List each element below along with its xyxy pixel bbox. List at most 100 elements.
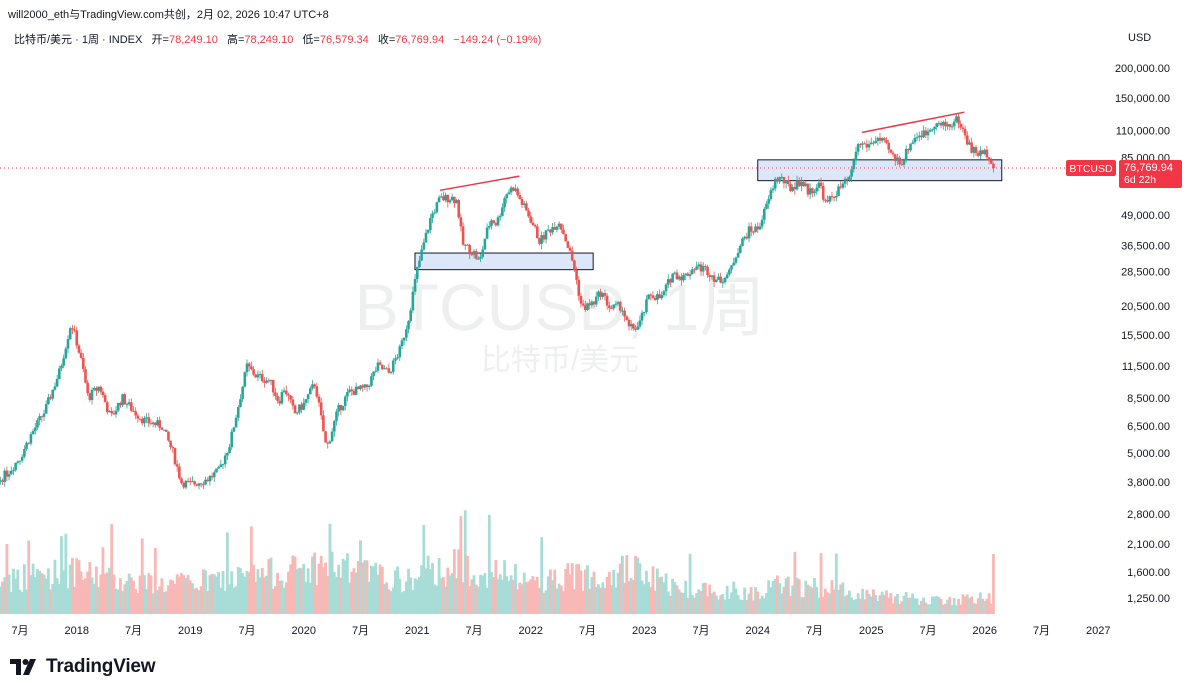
candle-body <box>424 232 428 243</box>
candle-body <box>444 194 447 201</box>
volume-bar <box>105 572 109 614</box>
share-caption: will2000_eth与TradingView.com共创，2月 02, 20… <box>8 9 329 21</box>
volume-bar <box>177 576 181 614</box>
volume-bar <box>858 598 862 614</box>
volume-bar <box>409 577 413 614</box>
price-tick-label: 6,500.00 <box>1127 421 1170 433</box>
candle-body <box>863 143 867 145</box>
currency-label[interactable]: USD <box>1128 32 1152 44</box>
volume-bar <box>775 575 779 614</box>
volume-bar <box>302 563 306 614</box>
candle-body <box>544 230 548 240</box>
volume-bar <box>97 586 100 614</box>
support-zone-box[interactable] <box>414 252 594 271</box>
symbol-description[interactable]: 比特币/美元 · 1周 · INDEX <box>14 34 143 46</box>
volume-bar <box>924 602 928 614</box>
volume-bar <box>911 593 915 614</box>
volume-bar <box>548 569 552 614</box>
volume-bar <box>745 599 749 614</box>
candle-body <box>835 196 838 198</box>
time-tick-label: 2022 <box>519 625 543 637</box>
volume-bar <box>483 573 487 614</box>
volume-bar <box>874 595 878 614</box>
volume-bar <box>906 597 910 614</box>
candle-body <box>16 461 20 463</box>
volume-bar <box>14 578 18 614</box>
candle-body <box>269 379 273 381</box>
time-tick-label: 7月 <box>11 625 28 637</box>
volume-bar <box>291 555 295 614</box>
candle-body <box>210 475 214 478</box>
candle-body <box>725 274 729 278</box>
low-value: 76,579.34 <box>319 34 369 46</box>
volume-bar <box>577 564 581 614</box>
volume-bar <box>160 578 164 614</box>
volume-bar <box>188 580 192 614</box>
candle-body <box>57 368 61 379</box>
candle-body <box>608 305 611 309</box>
volume-bar <box>428 569 432 614</box>
candle-body <box>723 277 727 283</box>
candle-body <box>584 305 587 310</box>
candle-body <box>68 328 72 340</box>
time-axis[interactable]: 7月 2018 7月 2019 7月 2020 7月 2021 7月 2022 7月 2023 7月 20… <box>11 625 1110 637</box>
support-zone-box[interactable] <box>757 159 1003 182</box>
volume-bar <box>963 596 967 614</box>
candle-body <box>917 135 921 138</box>
candle-body <box>138 418 142 420</box>
candle-body <box>769 190 773 200</box>
volume-bar <box>900 601 904 614</box>
candle-body <box>965 135 969 145</box>
volume-bar <box>629 577 633 614</box>
candle-body <box>396 357 399 359</box>
volume-bar <box>690 595 694 614</box>
resistance-trendline[interactable] <box>439 175 520 192</box>
candle-body <box>680 276 683 281</box>
volume-bar <box>708 584 712 614</box>
volume-bar <box>86 571 90 614</box>
volume-bar <box>679 592 683 614</box>
candle-body <box>675 272 679 280</box>
volume-bar <box>845 594 849 614</box>
candle-body <box>247 363 251 367</box>
volume-bar <box>821 596 825 614</box>
candle-body <box>601 293 605 297</box>
resistance-trendline[interactable] <box>862 111 965 134</box>
volume-bar <box>221 570 225 614</box>
volume-bar <box>725 585 729 614</box>
volume-bar <box>422 524 426 614</box>
volume-bar <box>848 590 851 614</box>
volume-bar <box>260 568 264 614</box>
candle-body <box>629 323 633 327</box>
volume-bar <box>909 597 912 614</box>
candle-body <box>527 210 530 217</box>
volume-bar <box>212 574 216 614</box>
volume-bar <box>455 578 458 614</box>
candle-body <box>341 405 345 411</box>
volume-bar <box>114 588 118 614</box>
volume-bar <box>31 563 35 614</box>
volume-bar <box>673 582 677 614</box>
tradingview-logo[interactable]: TradingView <box>10 656 156 678</box>
volume-bar <box>457 549 461 614</box>
volume-bar <box>765 593 768 614</box>
volume-bar <box>38 570 42 614</box>
price-axis[interactable]: 200,000.00150,000.00110,000.0085,000.004… <box>1115 63 1170 605</box>
volume-bar <box>306 568 310 614</box>
candle-body <box>426 229 430 233</box>
volume-bar <box>531 576 535 614</box>
volume-bar <box>887 597 891 614</box>
candle-body <box>66 339 70 349</box>
volume-bar <box>219 587 223 614</box>
candle-body <box>232 427 236 432</box>
volume-bar <box>326 576 330 614</box>
candle-body <box>18 460 22 462</box>
candle-body <box>647 294 650 300</box>
candle-body <box>182 483 186 488</box>
volume-bar <box>773 579 777 614</box>
candle-body <box>51 389 55 399</box>
candle-body <box>955 116 958 122</box>
price-tick-label: 150,000.00 <box>1115 93 1170 105</box>
candle-body <box>490 220 493 227</box>
